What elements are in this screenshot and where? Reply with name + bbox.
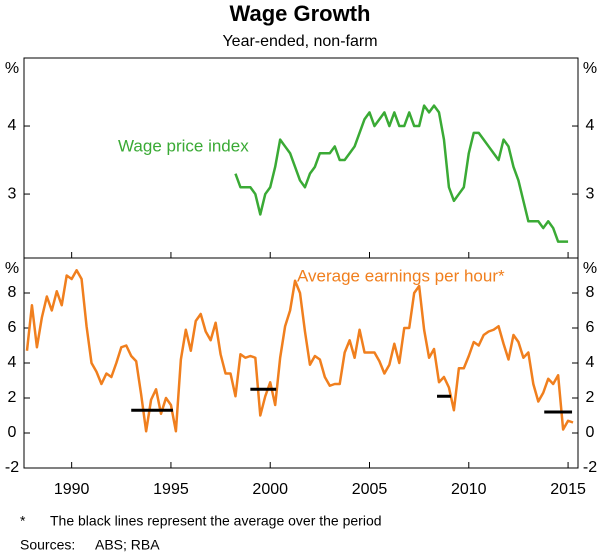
y-axis-unit: % [5,260,19,277]
panel-frame [23,57,579,259]
y-tick-label-right: 4 [586,117,595,134]
y-tick-label-right: 6 [586,319,595,336]
sources-label: Sources: [20,537,75,553]
chart-title: Wage Growth [230,1,371,26]
footnote-marker: * [20,513,26,529]
chart-subtitle: Year-ended, non-farm [222,33,377,50]
x-tick-label: 2010 [451,481,487,498]
y-axis-unit-right: % [583,260,597,277]
y-tick-label: 6 [8,319,17,336]
y-axis-unit-right: % [583,60,597,77]
y-tick-label: 0 [8,424,17,441]
y-tick-label-right: -2 [583,459,597,476]
footnote: The black lines represent the average ov… [50,513,382,529]
x-tick-label: 1990 [54,481,90,498]
x-tick-label: 2015 [550,481,586,498]
series-label: Wage price index [118,136,249,155]
series-line [25,269,574,433]
x-tick-label: 2000 [252,481,288,498]
y-tick-label-right: 8 [586,284,595,301]
x-tick-label: 1995 [153,481,189,498]
y-tick-label-right: 4 [586,354,595,371]
y-tick-label: 8 [8,284,17,301]
sources: ABS; RBA [95,537,160,553]
y-tick-label: 2 [8,389,17,406]
y-tick-label-right: 2 [586,389,595,406]
series-line [234,104,569,243]
y-tick-label: 3 [8,185,17,202]
panel-frame [23,257,579,469]
series-label: Average earnings per hour* [297,266,505,285]
y-tick-label: -2 [5,459,19,476]
x-tick-label: 2005 [352,481,388,498]
y-tick-label-right: 0 [586,424,595,441]
y-tick-label: 4 [8,354,17,371]
y-axis-unit: % [5,60,19,77]
y-tick-label: 4 [8,117,17,134]
y-tick-label-right: 3 [586,185,595,202]
